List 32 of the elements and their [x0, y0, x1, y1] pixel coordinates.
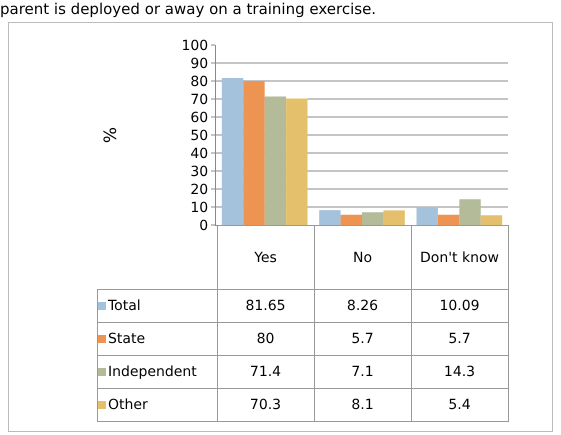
legend-label: Independent: [98, 356, 217, 388]
y-tick-label: 50: [190, 128, 208, 144]
y-tick-label: 80: [190, 74, 208, 90]
data-label: 5.7: [411, 322, 508, 356]
y-tick-label: 90: [190, 56, 208, 72]
y-tick-label: 0: [199, 218, 208, 234]
x-tick-label: No: [314, 226, 411, 290]
legend-label: Other: [98, 388, 217, 422]
data-label: 5.7: [314, 322, 411, 356]
y-tick-label: 70: [190, 92, 208, 108]
x-tick-label: Yes: [217, 226, 314, 290]
data-label: 8.26: [314, 290, 411, 322]
y-tick-label: 10: [190, 200, 208, 216]
data-label: 7.1: [314, 356, 411, 388]
y-tick-label: 100: [181, 38, 208, 54]
data-label: 80: [217, 322, 314, 356]
data-label: 71.4: [217, 356, 314, 388]
y-tick-label: 30: [190, 164, 208, 180]
data-label: 10.09: [411, 290, 508, 322]
y-tick-label: 20: [190, 182, 208, 198]
data-label: 70.3: [217, 388, 314, 422]
legend-label: Total: [98, 290, 217, 322]
x-tick-label: Don't know: [411, 226, 508, 290]
data-label: 8.1: [314, 388, 411, 422]
data-label: 14.3: [411, 356, 508, 388]
y-axis-title: %: [101, 126, 122, 144]
y-tick-label: 60: [190, 110, 208, 126]
y-tick-label: 40: [190, 146, 208, 162]
legend-label: State: [98, 322, 217, 356]
data-label: 5.4: [411, 388, 508, 422]
data-label: 81.65: [217, 290, 314, 322]
chart-title: parent is deployed or away on a training exercise.: [0, 0, 378, 18]
